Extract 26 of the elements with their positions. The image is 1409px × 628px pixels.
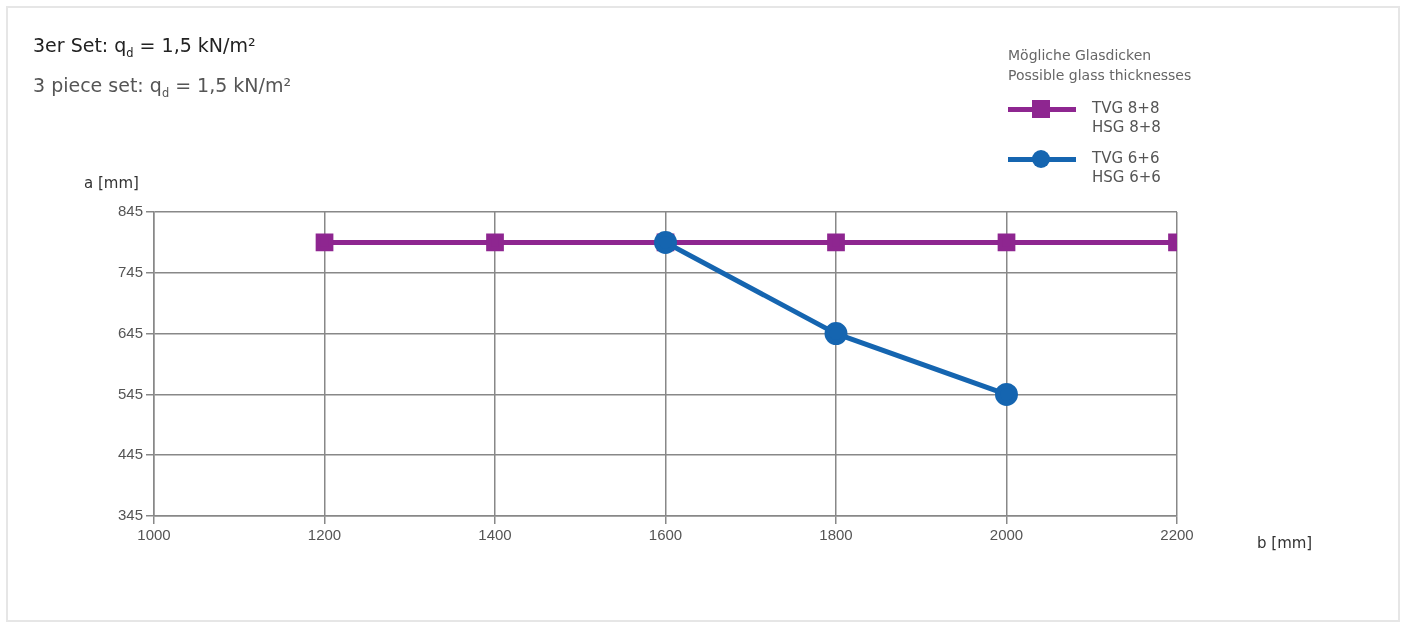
y-tick-label: 745	[118, 262, 144, 280]
x-axis-title: b [mm]	[1257, 533, 1313, 552]
y-axis-title: a [mm]	[84, 174, 139, 193]
x-tick-label: 1200	[307, 526, 342, 544]
point	[824, 322, 848, 346]
x-tick-label: 2000	[989, 526, 1024, 544]
x-tick-label: 1600	[648, 526, 683, 544]
y-tick-label: 645	[118, 323, 144, 341]
point	[315, 233, 334, 252]
y-tick-label: 545	[118, 384, 144, 402]
point	[997, 233, 1016, 252]
y-tick-label: 445	[118, 445, 144, 463]
point	[827, 233, 845, 252]
legend-title: Mögliche Glasdicken Possible glass thicknesses	[1008, 46, 1192, 85]
point	[995, 382, 1018, 406]
legend-label: TVG 8+8 HSG 8+8	[1092, 99, 1161, 137]
x-tick-label: 1000	[137, 526, 171, 544]
y-tick-label: 845	[118, 202, 144, 220]
x-tick-label: 1800	[819, 526, 853, 544]
legend-label: TVG 6+6 HSG 6+6	[1092, 149, 1161, 187]
x-tick-label: 1400	[478, 526, 512, 544]
point	[486, 233, 504, 252]
x-tick-label: 2200	[1160, 526, 1194, 544]
chart-title: 3er Set: q$_{d}$ = 1,5 kN/m²	[33, 34, 256, 60]
chart-subtitle: 3 piece set: q$_{d}$ = 1,5 kN/m²	[33, 74, 292, 100]
y-tick-label: 345	[118, 506, 144, 524]
